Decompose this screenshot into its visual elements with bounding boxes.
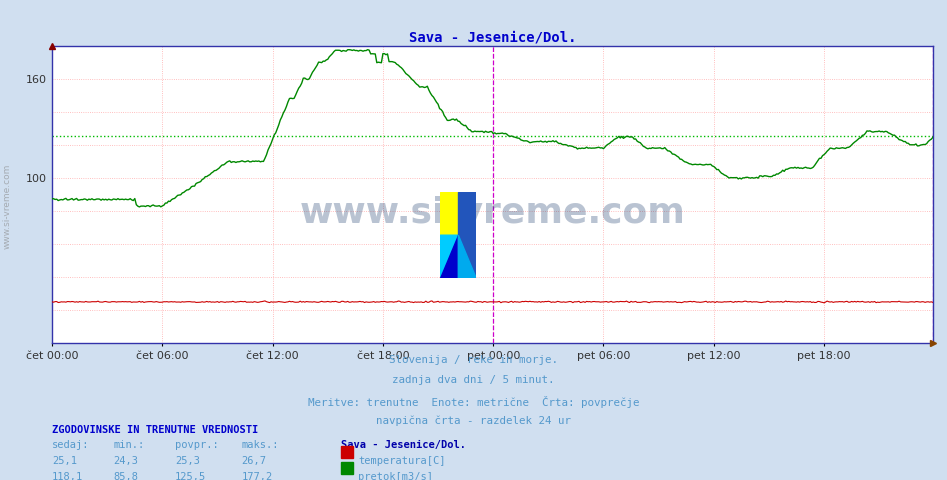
Text: pretok[m3/s]: pretok[m3/s] [358, 472, 433, 480]
Text: Sava - Jesenice/Dol.: Sava - Jesenice/Dol. [341, 440, 466, 450]
Text: min.:: min.: [114, 440, 145, 450]
Polygon shape [458, 235, 476, 278]
Bar [458, 192, 476, 278]
Text: 125,5: 125,5 [175, 472, 206, 480]
Text: maks.:: maks.: [241, 440, 279, 450]
Text: www.si-vreme.com: www.si-vreme.com [3, 164, 12, 249]
Text: sedaj:: sedaj: [52, 440, 90, 450]
Text: 24,3: 24,3 [114, 456, 138, 466]
Text: navpična črta - razdelek 24 ur: navpična črta - razdelek 24 ur [376, 416, 571, 426]
Text: Slovenija / reke in morje.: Slovenija / reke in morje. [389, 355, 558, 365]
Text: 177,2: 177,2 [241, 472, 273, 480]
Polygon shape [440, 235, 458, 278]
Text: Meritve: trenutne  Enote: metrične  Črta: povprečje: Meritve: trenutne Enote: metrične Črta: … [308, 396, 639, 408]
Text: temperatura[C]: temperatura[C] [358, 456, 445, 466]
Text: www.si-vreme.com: www.si-vreme.com [299, 195, 686, 229]
Text: 118,1: 118,1 [52, 472, 83, 480]
Text: zadnja dva dni / 5 minut.: zadnja dva dni / 5 minut. [392, 375, 555, 385]
Text: 25,1: 25,1 [52, 456, 77, 466]
Polygon shape [440, 235, 458, 278]
Text: 26,7: 26,7 [241, 456, 266, 466]
Text: 25,3: 25,3 [175, 456, 200, 466]
Text: ZGODOVINSKE IN TRENUTNE VREDNOSTI: ZGODOVINSKE IN TRENUTNE VREDNOSTI [52, 425, 259, 435]
Text: 85,8: 85,8 [114, 472, 138, 480]
Text: povpr.:: povpr.: [175, 440, 219, 450]
Bar [440, 192, 458, 235]
Title: Sava - Jesenice/Dol.: Sava - Jesenice/Dol. [409, 30, 576, 45]
